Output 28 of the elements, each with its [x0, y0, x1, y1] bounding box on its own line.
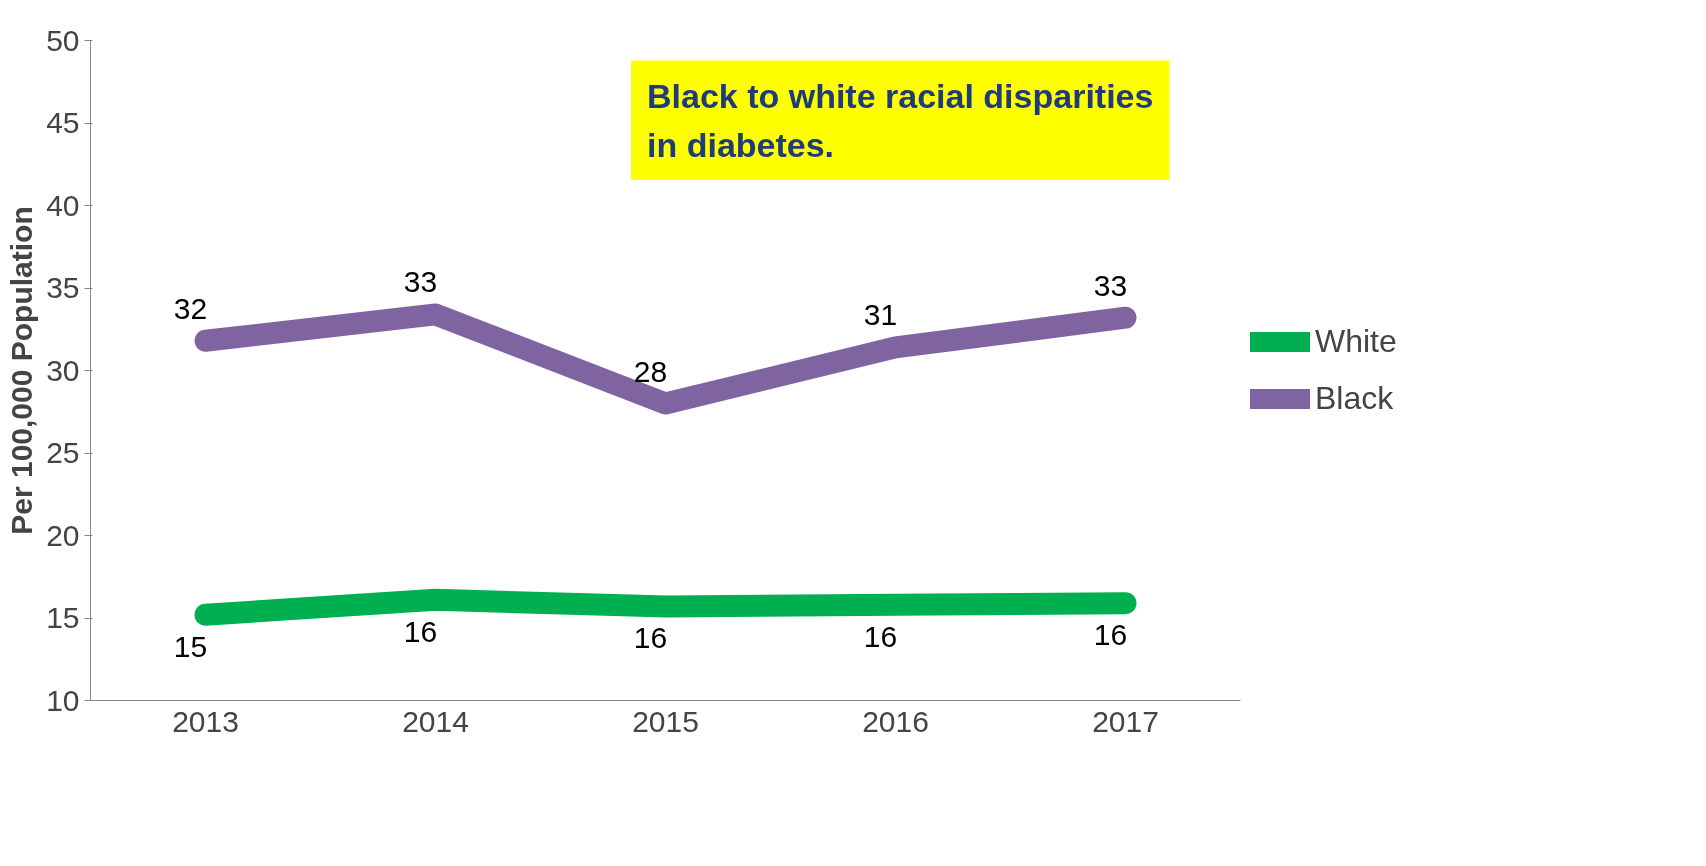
x-tick-label: 2016: [862, 704, 929, 738]
data-label: 16: [1093, 618, 1128, 652]
y-tick-label: 30: [46, 353, 80, 387]
y-axis-title: Per 100,000 Population: [5, 206, 39, 535]
data-label: 33: [403, 265, 438, 299]
y-tick-label: 20: [46, 518, 80, 552]
data-label: 16: [633, 621, 668, 655]
data-label: 33: [1093, 268, 1128, 302]
data-label: 16: [863, 619, 898, 653]
x-tick-label: 2013: [172, 704, 239, 738]
data-label: 16: [403, 614, 438, 648]
y-tick-label: 25: [46, 436, 80, 469]
y-tick-label: 10: [46, 683, 80, 717]
text: Black to white racial disparities in diabetes.: [647, 76, 1154, 164]
y-tick-label: 45: [46, 106, 80, 139]
data-label: 32: [173, 291, 208, 325]
y-tick-label: 35: [46, 271, 80, 304]
y-tick-label: 40: [46, 188, 80, 222]
data-label: 28: [633, 354, 668, 388]
y-tick-label: 15: [46, 601, 80, 634]
x-tick-label: 2017: [1092, 704, 1159, 738]
legend-label: White: [1315, 323, 1397, 360]
y-tick-label: 50: [46, 23, 80, 57]
x-tick-label: 2014: [402, 704, 469, 738]
legend-label: Black: [1315, 380, 1394, 417]
data-label: 15: [173, 629, 208, 663]
x-tick-label: 2015: [632, 704, 699, 738]
data-label: 31: [863, 298, 898, 332]
